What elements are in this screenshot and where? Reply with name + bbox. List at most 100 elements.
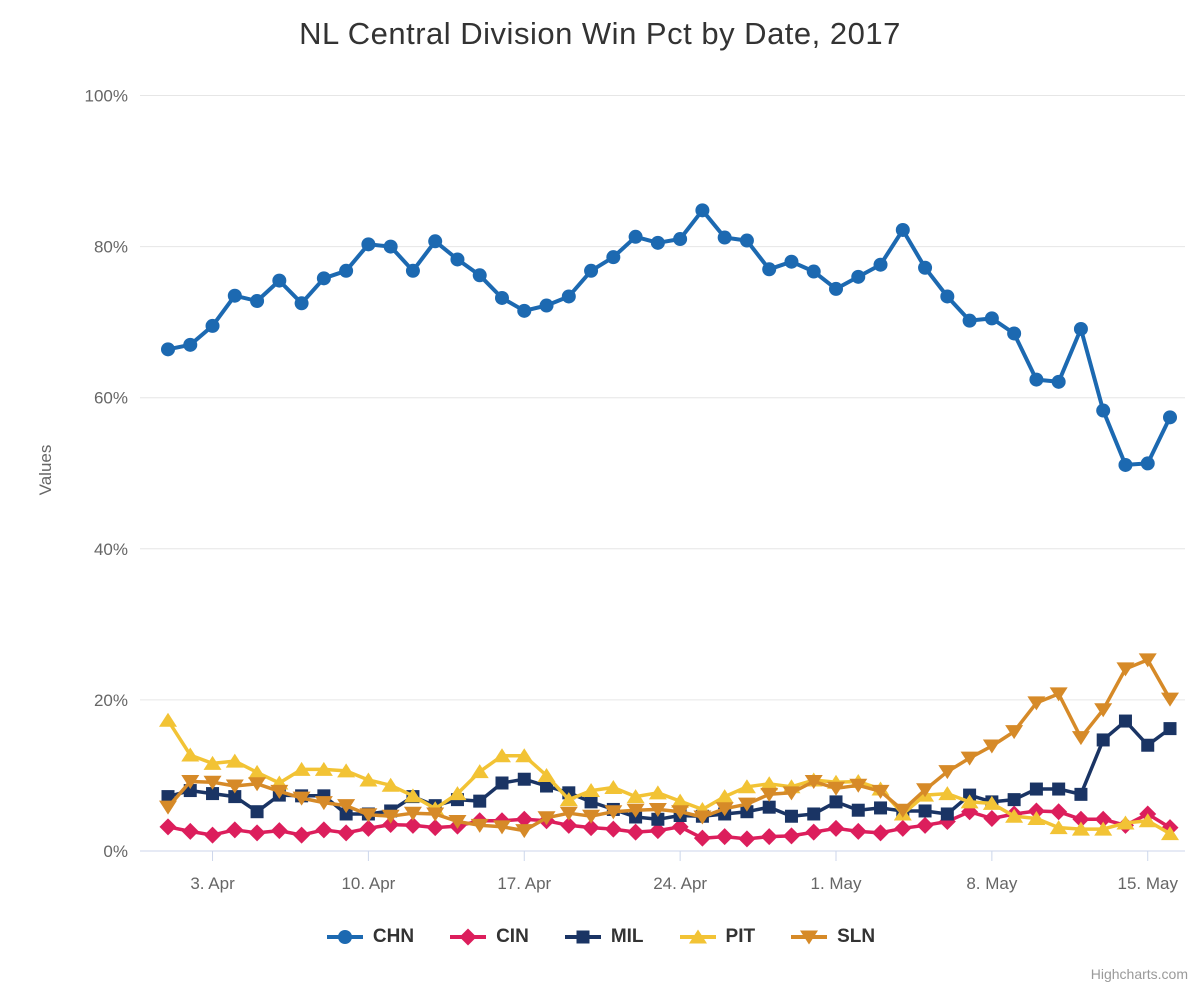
data-point-SLN[interactable] [1094,703,1113,718]
data-point-PIT[interactable] [292,761,311,776]
data-point-CHN[interactable] [250,293,265,308]
data-point-CHN[interactable] [1163,410,1177,425]
legend-item-MIL[interactable]: MIL [563,926,644,948]
data-point-SLN[interactable] [760,787,779,802]
data-point-CIN[interactable] [404,816,422,834]
data-point-SLN[interactable] [849,778,868,793]
data-point-SLN[interactable] [671,805,690,820]
data-point-CIN[interactable] [382,816,400,834]
data-point-PIT[interactable] [493,748,511,763]
data-point-MIL[interactable] [339,807,353,821]
data-point-PIT[interactable] [359,772,378,787]
data-point-MIL[interactable] [517,772,531,786]
data-point-MIL[interactable] [762,800,776,814]
data-point-MIL[interactable] [918,804,932,818]
data-point-PIT[interactable] [760,776,779,791]
data-point-SLN[interactable] [938,765,957,780]
data-point-CHN[interactable] [673,232,688,247]
data-point-CHN[interactable] [428,234,443,249]
data-point-SLN[interactable] [426,807,445,822]
data-point-SLN[interactable] [181,774,200,789]
data-point-CIN[interactable] [1027,802,1045,820]
data-point-MIL[interactable] [1096,733,1110,747]
data-point-MIL[interactable] [540,779,554,793]
data-point-CHN[interactable] [606,250,621,265]
data-point-SLN[interactable] [1005,725,1024,740]
data-point-CHN[interactable] [984,311,999,326]
data-point-PIT[interactable] [1027,811,1046,826]
data-point-PIT[interactable] [626,789,645,804]
data-point-CHN[interactable] [1073,321,1088,336]
data-point-SLN[interactable] [827,781,845,796]
data-point-CHN[interactable] [739,233,754,248]
data-point-MIL[interactable] [250,805,264,819]
data-point-CIN[interactable] [226,821,244,839]
data-point-PIT[interactable] [314,761,333,776]
data-point-CHN[interactable] [161,342,175,357]
data-point-CHN[interactable] [962,313,977,328]
data-point-MIL[interactable] [1074,787,1088,801]
data-point-CIN[interactable] [159,818,177,836]
data-point-CHN[interactable] [339,263,354,278]
data-point-CIN[interactable] [1072,810,1090,828]
data-point-CIN[interactable] [983,810,1001,828]
data-point-CHN[interactable] [294,296,309,311]
data-point-CHN[interactable] [1096,403,1111,418]
data-point-PIT[interactable] [737,779,756,794]
data-point-SLN[interactable] [1049,687,1068,702]
data-point-MIL[interactable] [740,805,754,819]
data-point-CHN[interactable] [695,203,710,218]
data-point-CHN[interactable] [584,263,599,278]
data-point-CHN[interactable] [895,222,910,237]
data-point-PIT[interactable] [448,786,467,801]
data-point-CIN[interactable] [315,821,333,839]
data-point-MIL[interactable] [495,776,509,790]
data-point-CIN[interactable] [270,822,288,840]
data-point-PIT[interactable] [470,764,489,779]
data-point-MIL[interactable] [829,795,843,809]
data-point-CHN[interactable] [650,235,665,250]
data-point-MIL[interactable] [161,790,175,804]
data-point-SLN[interactable] [203,775,222,790]
data-point-SLN[interactable] [604,805,623,820]
data-point-CHN[interactable] [272,273,287,288]
data-point-PIT[interactable] [982,795,1001,810]
data-point-PIT[interactable] [1071,821,1090,836]
legend-item-PIT[interactable]: PIT [678,926,755,948]
data-point-SLN[interactable] [893,803,912,818]
data-point-CIN[interactable] [649,822,667,840]
data-point-PIT[interactable] [1116,815,1135,830]
data-point-SLN[interactable] [292,791,311,806]
data-point-CIN[interactable] [916,816,934,834]
data-point-MIL[interactable] [651,812,665,826]
data-point-CHN[interactable] [316,271,331,286]
data-point-PIT[interactable] [159,712,177,727]
data-point-CHN[interactable] [717,230,732,245]
data-point-SLN[interactable] [982,739,1001,754]
data-point-CIN[interactable] [738,830,756,848]
data-point-PIT[interactable] [1094,821,1113,836]
data-point-CHN[interactable] [940,289,955,304]
highcharts-credit[interactable]: Highcharts.com [1090,966,1188,982]
data-point-CHN[interactable] [539,298,554,313]
data-point-SLN[interactable] [270,784,289,799]
data-point-SLN[interactable] [737,797,756,812]
data-point-SLN[interactable] [1116,662,1135,677]
data-point-MIL[interactable] [1141,738,1155,752]
data-point-CIN[interactable] [627,823,645,841]
data-point-CIN[interactable] [1094,810,1112,828]
data-point-CIN[interactable] [716,828,734,846]
data-point-CIN[interactable] [782,827,800,845]
data-point-CIN[interactable] [293,826,311,844]
data-point-SLN[interactable] [648,802,667,817]
data-point-CIN[interactable] [872,824,890,842]
data-point-CIN[interactable] [515,810,533,828]
data-point-SLN[interactable] [582,809,601,824]
data-point-MIL[interactable] [1007,793,1021,807]
data-point-CIN[interactable] [827,819,845,837]
data-point-CHN[interactable] [873,257,888,272]
data-point-CHN[interactable] [183,337,198,352]
data-point-CHN[interactable] [918,260,933,275]
data-point-CIN[interactable] [359,819,377,837]
data-point-SLN[interactable] [381,809,400,824]
